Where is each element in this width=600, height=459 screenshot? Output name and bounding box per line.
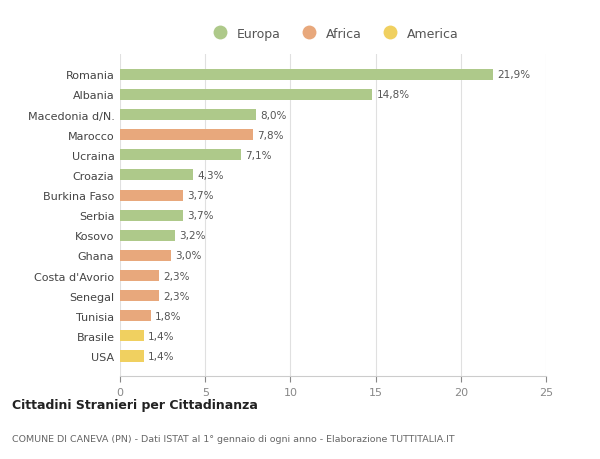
Text: 7,1%: 7,1%	[245, 151, 272, 161]
Legend: Europa, Africa, America: Europa, Africa, America	[202, 23, 464, 46]
Bar	[120, 150, 241, 161]
Bar	[120, 230, 175, 241]
Bar	[120, 210, 183, 221]
Bar	[120, 270, 159, 281]
Text: Cittadini Stranieri per Cittadinanza: Cittadini Stranieri per Cittadinanza	[12, 398, 258, 412]
Text: 3,2%: 3,2%	[179, 231, 205, 241]
Text: 2,3%: 2,3%	[163, 271, 190, 281]
Bar	[120, 190, 183, 201]
Bar	[120, 250, 171, 262]
Bar	[120, 90, 372, 101]
Bar	[120, 130, 253, 141]
Text: 1,4%: 1,4%	[148, 351, 175, 361]
Bar	[120, 351, 144, 362]
Text: 3,0%: 3,0%	[175, 251, 202, 261]
Text: 3,7%: 3,7%	[187, 211, 214, 221]
Text: 2,3%: 2,3%	[163, 291, 190, 301]
Bar	[120, 170, 193, 181]
Text: 3,7%: 3,7%	[187, 190, 214, 201]
Text: COMUNE DI CANEVA (PN) - Dati ISTAT al 1° gennaio di ogni anno - Elaborazione TUT: COMUNE DI CANEVA (PN) - Dati ISTAT al 1°…	[12, 434, 455, 442]
Bar	[120, 70, 493, 81]
Bar	[120, 110, 256, 121]
Text: 1,8%: 1,8%	[155, 311, 181, 321]
Text: 1,4%: 1,4%	[148, 331, 175, 341]
Text: 7,8%: 7,8%	[257, 130, 284, 140]
Text: 4,3%: 4,3%	[197, 171, 224, 180]
Text: 8,0%: 8,0%	[260, 110, 287, 120]
Bar	[120, 330, 144, 341]
Text: 14,8%: 14,8%	[376, 90, 410, 100]
Bar	[120, 311, 151, 322]
Text: 21,9%: 21,9%	[497, 70, 530, 80]
Bar	[120, 291, 159, 302]
